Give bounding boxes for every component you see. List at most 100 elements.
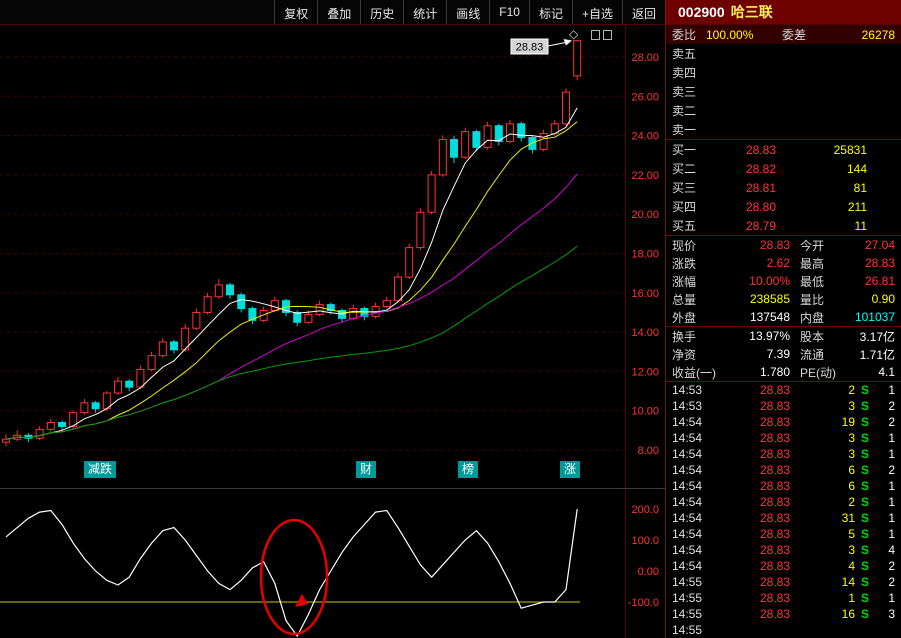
tick-side: S [860,383,869,397]
ticker-item[interactable]: 榜 [458,461,479,478]
ticker-item[interactable]: 财 [356,461,377,478]
price-axis-label: 28.00 [631,52,659,64]
restore-window-icon[interactable] [603,30,612,40]
indicator-area[interactable]: 200.0 100.0 0.00 -100.0 [0,488,665,638]
tick-count: 1 [888,527,895,541]
tick-price: 28.83 [759,447,790,461]
tick-price: 28.83 [759,575,790,589]
tick-volume: 5 [848,527,855,541]
quote-label: 流通 [800,347,825,362]
tick-row: 14:54 28.83 3 S 4 [666,542,901,558]
ask-row: 卖一 [666,120,901,139]
divider [666,235,901,236]
candle-body [91,402,100,410]
toolbar-button-+自选[interactable]: +自选 [571,0,622,24]
quote-value: 1.71亿 [859,347,895,362]
tick-volume: 1 [848,591,855,605]
annotation-circle [259,518,329,636]
toolbar-button-统计[interactable]: 统计 [403,0,446,24]
price-axis-label: 16.00 [631,288,659,300]
annotation-arrow [295,594,308,607]
stock-code: 002900 [678,4,725,20]
tick-time: 14:54 [672,431,703,445]
kline-chart[interactable]: 28.00 26.00 24.00 22.00 20.00 18.00 16.00 14.00… [0,25,665,488]
candle-body [349,308,358,319]
indicator-axis-label: 200.0 [631,504,659,516]
quote-label: 外盘 [672,310,697,325]
indicator-chart[interactable]: 200.0 100.0 0.00 -100.0 [0,489,665,638]
candle-body [405,247,414,278]
quote-label: 现价 [672,238,697,253]
toolbar-button-历史[interactable]: 历史 [360,0,403,24]
candle-body [248,308,257,321]
tick-row: 14:55 28.83 14 S 2 [666,574,901,590]
quote-label: 股本 [800,329,825,344]
minimize-window-icon[interactable] [591,30,600,40]
toolbar-button-返回[interactable]: 返回 [621,0,665,24]
toolbar-button-复权[interactable]: 复权 [274,0,317,24]
quote-label: 总量 [672,292,697,307]
tick-time: 14:55 [672,575,703,589]
ticker-item[interactable]: 减跌 [84,461,117,478]
tick-time: 14:54 [672,479,703,493]
candle-body [125,380,134,388]
candle-body [136,368,145,388]
oscillator-line [5,508,578,638]
candle-body [80,402,89,414]
bid-price: 28.80 [745,199,776,214]
tick-time: 14:54 [672,543,703,557]
quote-value: 13.97% [749,329,790,343]
candle-body [158,341,167,357]
tick-count: 1 [888,591,895,605]
tick-time: 14:55 [672,623,703,637]
ask-row: 卖四 [666,63,901,82]
candle-body [203,296,212,313]
tick-row: 14:55 28.83 1 S 1 [666,590,901,606]
candle-body [170,341,178,351]
toolbar-button-画线[interactable]: 画线 [446,0,489,24]
quote-row: 换手 13.97% 股本 3.17亿 [666,327,901,345]
bid-price: 28.82 [745,161,776,176]
tick-count: 2 [888,463,895,477]
quote-row: 净资 7.39 流通 1.71亿 [666,345,901,363]
quote-row: 涨幅 10.00% 最低 26.81 [666,272,901,290]
bid-price: 28.83 [745,142,776,157]
ticker-item[interactable]: 涨 [560,461,581,478]
chart-toolbar: 复权 叠加 历史 统计 画线 F10 标记 +自选 返回 [0,0,665,25]
tick-volume: 31 [841,511,855,525]
tick-time: 14:55 [672,607,703,621]
quote-value: 28.83 [759,238,790,252]
toolbar-button-叠加[interactable]: 叠加 [317,0,360,24]
main-chart-area[interactable]: 28.00 26.00 24.00 22.00 20.00 18.00 16.00 14.00… [0,25,665,488]
candle-body [114,380,122,394]
tick-row: 14:55 28.83 16 S 3 [666,606,901,622]
tick-price: 28.83 [759,383,790,397]
price-axis-label: 24.00 [631,131,659,143]
bid-volume: 211 [847,199,867,214]
bid-label: 买五 [672,219,697,233]
bid-list: 买一 28.83 25831 买二 28.82 144 买三 28.81 81 买四 28.80 21… [666,140,901,235]
quote-value: 27.04 [864,238,895,252]
tick-side: S [860,463,869,477]
candle-body [226,284,234,296]
candle-body [394,276,402,302]
tick-time: 14:54 [672,415,703,429]
candle-body [46,421,55,430]
tick-side: S [860,399,869,413]
diamond-icon: ◇ [569,27,579,41]
toolbar-button-F10[interactable]: F10 [489,0,529,24]
tick-side: S [860,431,869,445]
quote-value: 137548 [749,310,790,324]
toolbar-button-标记[interactable]: 标记 [528,0,572,24]
price-axis-label: 20.00 [631,209,659,221]
tick-row: 14:54 28.83 4 S 2 [666,558,901,574]
tick-volume: 2 [848,383,855,397]
quote-value: 101037 [854,310,895,324]
quote-row: 收益(一) 1.780 PE(动) 4.1 [666,363,901,381]
candle-body [461,131,470,158]
candle-body [58,421,66,427]
quote-value: 0.90 [871,292,895,306]
tick-row: 14:55 [666,622,901,638]
price-axis-label: 14.00 [631,327,659,339]
quote-label: 净资 [672,347,697,362]
